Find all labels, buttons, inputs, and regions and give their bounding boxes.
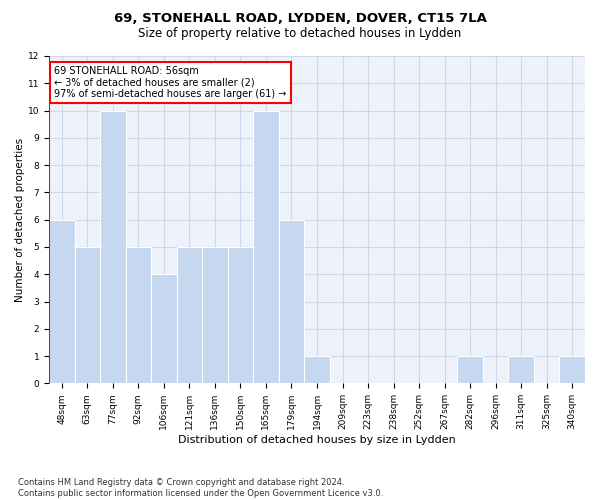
Bar — [74, 247, 100, 384]
Bar — [100, 110, 125, 384]
Text: 69 STONEHALL ROAD: 56sqm
← 3% of detached houses are smaller (2)
97% of semi-det: 69 STONEHALL ROAD: 56sqm ← 3% of detache… — [55, 66, 287, 99]
Bar — [508, 356, 534, 384]
Bar — [202, 247, 227, 384]
Bar — [151, 274, 176, 384]
Bar — [176, 247, 202, 384]
Bar — [457, 356, 483, 384]
Bar — [125, 247, 151, 384]
Bar — [49, 220, 74, 384]
Bar — [279, 220, 304, 384]
Text: Contains HM Land Registry data © Crown copyright and database right 2024.
Contai: Contains HM Land Registry data © Crown c… — [18, 478, 383, 498]
Bar — [304, 356, 330, 384]
Y-axis label: Number of detached properties: Number of detached properties — [15, 138, 25, 302]
Bar — [559, 356, 585, 384]
Bar — [253, 110, 279, 384]
Text: 69, STONEHALL ROAD, LYDDEN, DOVER, CT15 7LA: 69, STONEHALL ROAD, LYDDEN, DOVER, CT15 … — [113, 12, 487, 26]
Bar — [227, 247, 253, 384]
X-axis label: Distribution of detached houses by size in Lydden: Distribution of detached houses by size … — [178, 435, 456, 445]
Text: Size of property relative to detached houses in Lydden: Size of property relative to detached ho… — [139, 28, 461, 40]
